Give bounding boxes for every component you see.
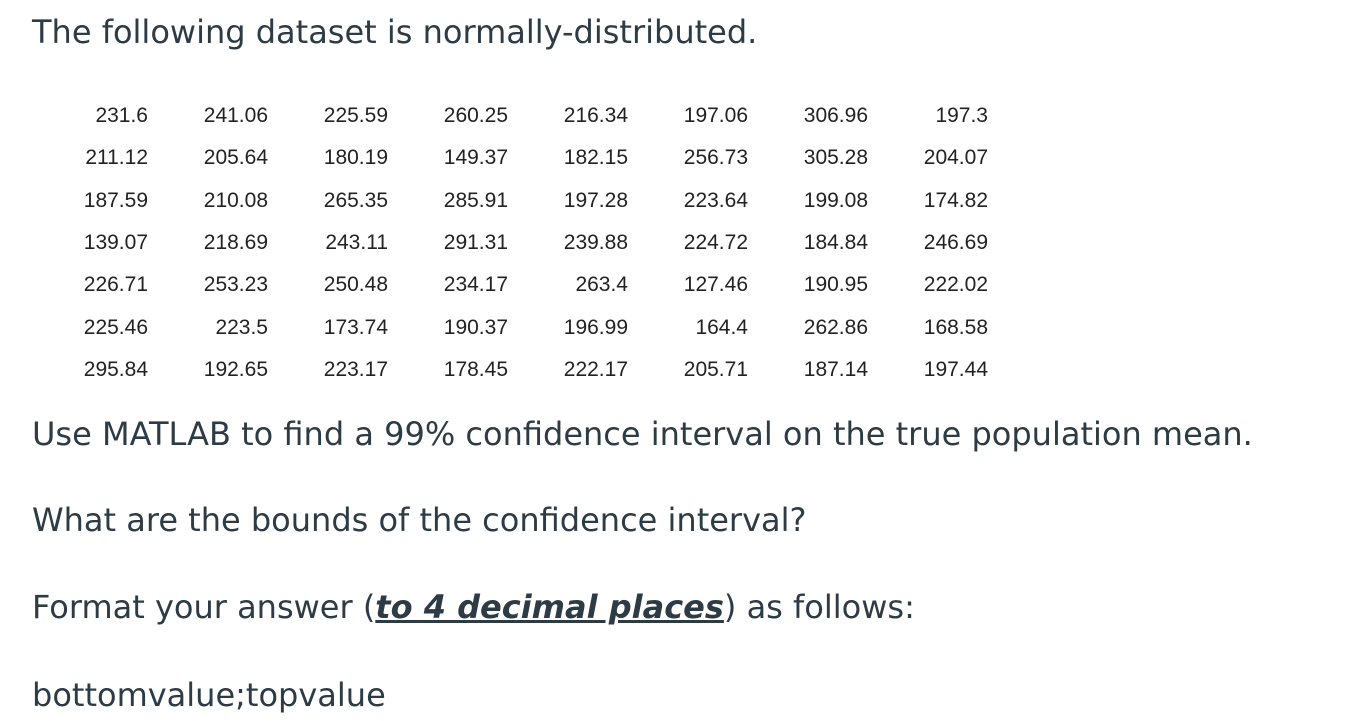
table-cell: 190.95 bbox=[803, 273, 868, 297]
format-text: ) as follows: bbox=[723, 588, 915, 626]
table-cell: 178.45 bbox=[443, 357, 508, 381]
instruction: Use MATLAB to find a 99% confidence inte… bbox=[32, 415, 1253, 453]
table-cell: 226.71 bbox=[83, 273, 148, 297]
table-cell: 225.59 bbox=[323, 104, 388, 127]
heading: The following dataset is normally-distri… bbox=[32, 13, 758, 51]
format-emphasis: to 4 decimal places bbox=[375, 588, 724, 626]
table-cell: 263.4 bbox=[575, 273, 628, 297]
table-cell: 211.12 bbox=[85, 146, 148, 170]
format-text: Format your answer ( bbox=[32, 588, 376, 626]
table-cell: 222.17 bbox=[563, 357, 628, 381]
table-cell: 223.64 bbox=[683, 188, 748, 212]
table-cell: 180.19 bbox=[323, 146, 388, 170]
table-cell: 182.15 bbox=[563, 146, 628, 170]
table-cell: 196.99 bbox=[563, 315, 628, 339]
table-cell: 190.37 bbox=[443, 315, 508, 339]
table-cell: 168.58 bbox=[923, 315, 988, 339]
table-cell: 253.23 bbox=[203, 273, 268, 297]
table-cell: 291.31 bbox=[443, 230, 508, 254]
table-cell: 305.28 bbox=[803, 146, 868, 170]
table-cell: 173.74 bbox=[323, 315, 388, 339]
table-cell: 216.34 bbox=[563, 104, 628, 127]
table-cell: 218.69 bbox=[203, 230, 268, 254]
table-cell: 174.82 bbox=[923, 188, 988, 212]
table-cell: 139.07 bbox=[83, 230, 148, 254]
table-cell: 199.08 bbox=[803, 188, 868, 212]
table-cell: 295.84 bbox=[83, 357, 148, 381]
table-cell: 225.46 bbox=[83, 315, 148, 339]
table-cell: 234.17 bbox=[443, 273, 508, 297]
table-cell: 306.96 bbox=[803, 104, 868, 127]
table-cell: 205.71 bbox=[683, 357, 748, 381]
table-cell: 164.4 bbox=[695, 315, 748, 339]
answer-format: bottomvalue;topvalue bbox=[32, 676, 386, 714]
table-cell: 187.59 bbox=[83, 188, 148, 212]
table-cell: 187.14 bbox=[803, 357, 868, 381]
table-cell: 197.3 bbox=[935, 104, 988, 127]
table-cell: 222.02 bbox=[923, 273, 988, 297]
table-cell: 205.64 bbox=[203, 146, 268, 170]
table-cell: 246.69 bbox=[923, 230, 988, 254]
table-cell: 192.65 bbox=[203, 357, 268, 381]
table-cell: 243.11 bbox=[325, 230, 388, 254]
table-cell: 197.06 bbox=[683, 104, 748, 127]
table-cell: 184.84 bbox=[803, 230, 868, 254]
table-cell: 239.88 bbox=[563, 230, 628, 254]
table-cell: 204.07 bbox=[923, 146, 988, 170]
table-cell: 262.86 bbox=[803, 315, 868, 339]
question: What are the bounds of the confidence in… bbox=[32, 501, 807, 539]
table-cell: 241.06 bbox=[203, 104, 268, 127]
table-cell: 149.37 bbox=[443, 146, 508, 170]
table-cell: 250.48 bbox=[323, 273, 388, 297]
table-cell: 260.25 bbox=[443, 104, 508, 127]
table-cell: 223.5 bbox=[215, 315, 268, 339]
table-cell: 197.44 bbox=[923, 357, 988, 381]
table-cell: 127.46 bbox=[683, 273, 748, 297]
table-cell: 265.35 bbox=[323, 188, 388, 212]
table-cell: 223.17 bbox=[323, 357, 388, 381]
table-cell: 197.28 bbox=[563, 188, 628, 212]
format-line: Format your answer (to 4 decimal places)… bbox=[32, 587, 915, 627]
table-cell: 231.6 bbox=[95, 104, 148, 127]
table-cell: 285.91 bbox=[443, 188, 508, 212]
table-cell: 256.73 bbox=[683, 146, 748, 170]
table-cell: 210.08 bbox=[203, 188, 268, 212]
table-cell: 224.72 bbox=[683, 230, 748, 254]
